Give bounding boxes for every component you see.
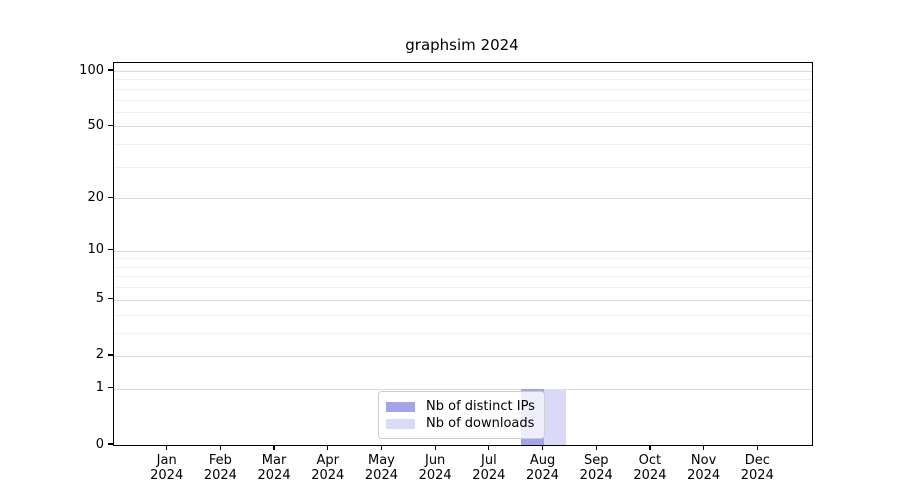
x-tick-label: Jan 2024 xyxy=(137,453,197,483)
x-tick-mark xyxy=(756,445,758,451)
year-label: 2024 xyxy=(687,468,721,483)
x-tick-label: Jun 2024 xyxy=(405,453,465,483)
x-tick-mark xyxy=(380,445,383,451)
minor-gridline xyxy=(114,332,812,334)
month-label: Aug xyxy=(529,453,556,468)
x-tick-mark xyxy=(488,445,490,451)
y-tick-label: 0 xyxy=(95,436,104,452)
month-label: Mar xyxy=(261,453,287,468)
x-tick-label: Mar 2024 xyxy=(244,453,304,483)
minor-gridline xyxy=(114,266,812,268)
y-tick-mark xyxy=(108,69,113,71)
x-tick-label: Oct 2024 xyxy=(620,453,680,483)
y-tick-mark xyxy=(108,249,113,251)
minor-gridline xyxy=(114,314,812,316)
major-gridline xyxy=(114,126,812,128)
month-label: Nov xyxy=(690,453,717,468)
major-gridline xyxy=(114,388,812,390)
year-label: 2024 xyxy=(311,468,345,483)
x-tick-label: Dec 2024 xyxy=(727,453,787,483)
x-tick-label: Feb 2024 xyxy=(190,453,250,483)
year-label: 2024 xyxy=(579,468,613,483)
x-tick-mark xyxy=(273,445,275,451)
y-tick-label: 10 xyxy=(87,242,104,258)
legend-swatch xyxy=(386,418,415,429)
year-label: 2024 xyxy=(472,468,506,483)
x-tick-label: Nov 2024 xyxy=(674,453,734,483)
x-tick-label: Jul 2024 xyxy=(459,453,519,483)
x-tick-mark xyxy=(703,445,705,451)
legend-label: Nb of downloads xyxy=(426,416,535,431)
bar-nb-of-downloads xyxy=(543,388,566,445)
month-label: Jun xyxy=(424,453,446,468)
month-label: Oct xyxy=(638,453,662,468)
major-gridline xyxy=(114,250,812,252)
legend-row: Nb of distinct IPs xyxy=(386,398,535,415)
y-tick-mark xyxy=(108,387,113,389)
x-tick-mark xyxy=(649,445,651,451)
minor-gridline xyxy=(114,166,812,168)
major-gridline xyxy=(114,198,812,200)
y-tick-label: 2 xyxy=(95,347,104,363)
year-label: 2024 xyxy=(364,468,398,483)
y-tick-mark xyxy=(108,298,113,300)
minor-gridline xyxy=(114,276,812,278)
major-gridline xyxy=(114,299,812,301)
year-label: 2024 xyxy=(257,468,291,483)
year-label: 2024 xyxy=(740,468,774,483)
legend-label: Nb of distinct IPs xyxy=(426,399,535,414)
x-tick-mark xyxy=(434,445,436,451)
major-gridline xyxy=(114,355,812,357)
month-label: Jan xyxy=(156,453,177,468)
y-tick-label: 1 xyxy=(95,380,104,396)
plot-area xyxy=(113,62,813,446)
minor-gridline xyxy=(114,111,812,113)
month-label: May xyxy=(368,453,395,468)
year-label: 2024 xyxy=(633,468,667,483)
major-gridline xyxy=(114,71,812,72)
x-tick-label: Aug 2024 xyxy=(513,453,573,483)
y-tick-mark xyxy=(108,354,113,356)
x-tick-label: Apr 2024 xyxy=(298,453,358,483)
chart-title: graphsim 2024 xyxy=(405,36,519,54)
year-label: 2024 xyxy=(525,468,560,483)
legend: Nb of distinct IPs Nb of downloads xyxy=(378,391,545,439)
minor-gridline xyxy=(114,79,812,81)
minor-gridline xyxy=(114,258,812,260)
x-tick-mark xyxy=(327,445,329,451)
minor-gridline xyxy=(114,88,812,90)
x-tick-label: Sep 2024 xyxy=(566,453,626,483)
legend-row: Nb of downloads xyxy=(386,415,535,432)
y-tick-mark xyxy=(108,443,113,445)
x-tick-label: May 2024 xyxy=(351,453,411,483)
year-label: 2024 xyxy=(418,468,452,483)
y-tick-mark xyxy=(108,124,113,126)
minor-gridline xyxy=(114,99,812,101)
x-tick-mark xyxy=(595,445,597,451)
month-label: Jul xyxy=(481,453,497,468)
y-tick-label: 20 xyxy=(87,189,104,205)
minor-gridline xyxy=(114,144,812,146)
month-label: Feb xyxy=(208,453,232,468)
year-label: 2024 xyxy=(150,468,184,483)
legend-swatch xyxy=(386,401,415,412)
x-tick-mark xyxy=(541,445,544,451)
month-label: Apr xyxy=(316,453,340,468)
year-label: 2024 xyxy=(203,468,237,483)
month-label: Dec xyxy=(744,453,770,468)
y-tick-label: 5 xyxy=(95,291,104,307)
minor-gridline xyxy=(114,287,812,289)
x-tick-mark xyxy=(219,445,221,451)
month-label: Sep xyxy=(583,453,609,468)
y-tick-label: 100 xyxy=(79,62,104,78)
x-tick-mark xyxy=(166,445,168,451)
y-tick-mark xyxy=(108,196,113,198)
y-tick-label: 50 xyxy=(87,117,104,133)
